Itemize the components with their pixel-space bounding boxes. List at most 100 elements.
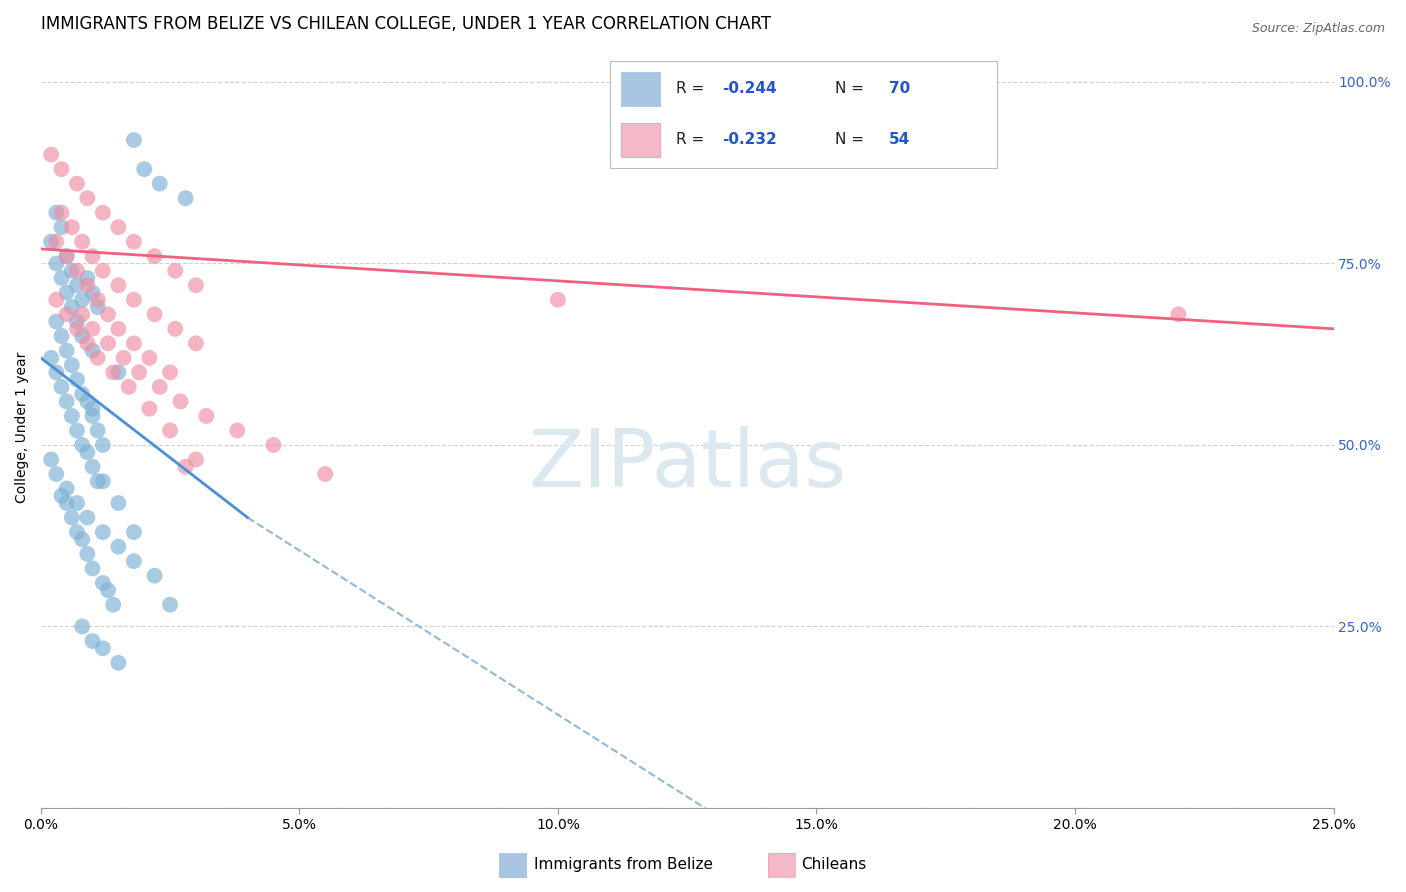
Point — [70, 307, 93, 321]
Point — [97, 307, 120, 321]
Point — [66, 278, 89, 293]
Point — [263, 438, 285, 452]
Point — [45, 365, 67, 379]
Point — [122, 336, 145, 351]
Y-axis label: College, Under 1 year: College, Under 1 year — [15, 351, 30, 502]
Point — [122, 133, 145, 147]
Point — [76, 510, 98, 524]
Point — [1167, 307, 1189, 321]
Point — [66, 424, 89, 438]
Point — [122, 525, 145, 540]
Point — [107, 496, 129, 510]
Point — [86, 293, 108, 307]
Point — [51, 220, 73, 235]
Point — [86, 300, 108, 314]
Point — [143, 249, 166, 263]
Point — [97, 583, 120, 598]
Point — [165, 322, 187, 336]
Point — [45, 467, 67, 481]
Point — [159, 598, 181, 612]
Point — [86, 424, 108, 438]
Point — [107, 220, 129, 235]
Point — [76, 394, 98, 409]
Point — [91, 641, 114, 656]
Point — [55, 249, 77, 263]
Point — [76, 278, 98, 293]
Point — [159, 424, 181, 438]
Point — [195, 409, 218, 423]
Point — [51, 489, 73, 503]
Point — [149, 380, 172, 394]
Point — [143, 307, 166, 321]
Point — [91, 475, 114, 489]
Point — [76, 445, 98, 459]
Point — [82, 249, 104, 263]
Point — [45, 256, 67, 270]
Point — [138, 351, 160, 365]
Point — [39, 147, 62, 161]
Point — [103, 598, 125, 612]
Point — [91, 438, 114, 452]
Point — [547, 293, 569, 307]
Point — [51, 271, 73, 285]
Point — [184, 452, 207, 467]
Point — [66, 177, 89, 191]
Point — [184, 336, 207, 351]
Point — [112, 351, 135, 365]
Point — [66, 496, 89, 510]
Point — [70, 387, 93, 401]
Point — [169, 394, 191, 409]
Point — [82, 401, 104, 416]
Point — [66, 322, 89, 336]
Point — [118, 380, 141, 394]
Point — [60, 409, 83, 423]
Point — [76, 191, 98, 205]
Point — [82, 561, 104, 575]
Point — [122, 235, 145, 249]
Text: Source: ZipAtlas.com: Source: ZipAtlas.com — [1251, 22, 1385, 36]
Point — [82, 634, 104, 648]
Point — [45, 314, 67, 328]
Point — [66, 264, 89, 278]
Point — [82, 409, 104, 423]
Point — [91, 205, 114, 219]
Point — [55, 307, 77, 321]
Point — [82, 322, 104, 336]
Point — [122, 554, 145, 568]
Point — [107, 656, 129, 670]
Point — [174, 191, 197, 205]
Point — [86, 475, 108, 489]
Point — [60, 220, 83, 235]
Point — [66, 525, 89, 540]
Point — [70, 619, 93, 633]
Point — [60, 300, 83, 314]
Point — [45, 205, 67, 219]
Point — [86, 351, 108, 365]
Point — [103, 365, 125, 379]
Point — [143, 568, 166, 582]
Point — [134, 162, 156, 177]
Point — [107, 540, 129, 554]
Point — [55, 496, 77, 510]
Point — [70, 533, 93, 547]
Point — [70, 293, 93, 307]
Point — [82, 343, 104, 358]
Point — [51, 329, 73, 343]
Point — [82, 459, 104, 474]
Point — [70, 438, 93, 452]
Point — [51, 162, 73, 177]
Point — [51, 205, 73, 219]
Point — [159, 365, 181, 379]
Point — [76, 336, 98, 351]
Point — [184, 278, 207, 293]
Point — [165, 264, 187, 278]
Point — [39, 452, 62, 467]
Point — [70, 235, 93, 249]
Point — [70, 329, 93, 343]
Point — [55, 343, 77, 358]
Point — [107, 278, 129, 293]
Point — [122, 293, 145, 307]
Point — [45, 293, 67, 307]
Point — [60, 264, 83, 278]
Point — [55, 394, 77, 409]
